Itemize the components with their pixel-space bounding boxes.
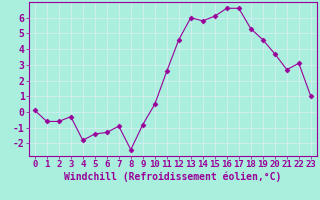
X-axis label: Windchill (Refroidissement éolien,°C): Windchill (Refroidissement éolien,°C)	[64, 172, 282, 182]
